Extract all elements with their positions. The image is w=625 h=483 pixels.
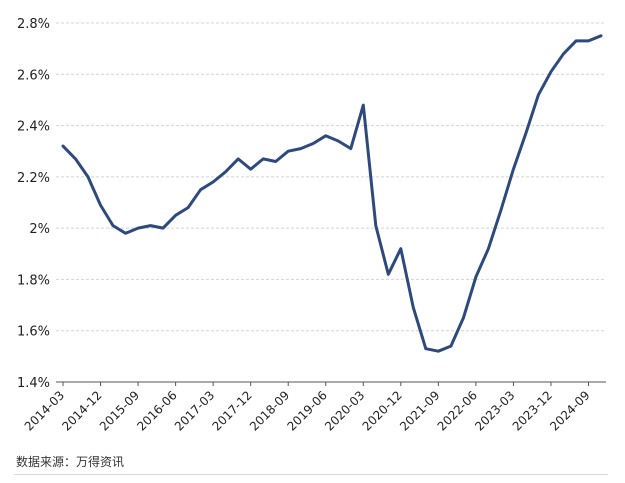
x-tick-label: 2016-06 bbox=[134, 388, 179, 433]
y-tick-label: 2% bbox=[29, 222, 50, 237]
x-tick-label: 2022-06 bbox=[435, 388, 480, 433]
x-tick-label: 2023-12 bbox=[510, 388, 555, 433]
x-tick-label: 2017-12 bbox=[209, 388, 254, 433]
y-tick-label: 2.6% bbox=[17, 68, 50, 83]
x-tick-label: 2020-03 bbox=[322, 388, 367, 433]
y-tick-label: 1.8% bbox=[17, 273, 50, 288]
x-tick-label: 2017-03 bbox=[172, 388, 217, 433]
x-tick-label: 2023-03 bbox=[472, 388, 517, 433]
y-tick-label: 2.8% bbox=[17, 17, 50, 32]
x-tick-label: 2021-09 bbox=[397, 388, 442, 433]
x-tick-label: 2024-09 bbox=[547, 388, 592, 433]
series bbox=[61, 34, 603, 353]
source-note: 数据来源：万得资讯 bbox=[16, 455, 125, 469]
y-tick-label: 2.4% bbox=[17, 120, 50, 135]
footer-divider bbox=[14, 474, 608, 475]
x-tick-label: 2015-09 bbox=[97, 388, 142, 433]
x-tick-label: 2019-06 bbox=[285, 388, 330, 433]
gridlines bbox=[56, 22, 606, 332]
y-tick-label: 2.2% bbox=[17, 171, 50, 186]
x-tick-label: 2014-12 bbox=[59, 388, 104, 433]
x-tick-label: 2018-09 bbox=[247, 388, 292, 433]
x-tick-label: 2014-03 bbox=[22, 388, 67, 433]
series-line bbox=[61, 34, 603, 353]
y-tick-label: 1.4% bbox=[17, 376, 50, 391]
x-tick-label: 2020-12 bbox=[360, 388, 405, 433]
y-tick-label: 1.6% bbox=[17, 325, 50, 340]
y-axis: 1.4% 1.6% 1.8% 2% 2.2% 2.4% 2.6% 2.8% bbox=[17, 17, 50, 391]
x-axis: 2014-032014-122015-092016-062017-032017-… bbox=[22, 381, 606, 434]
